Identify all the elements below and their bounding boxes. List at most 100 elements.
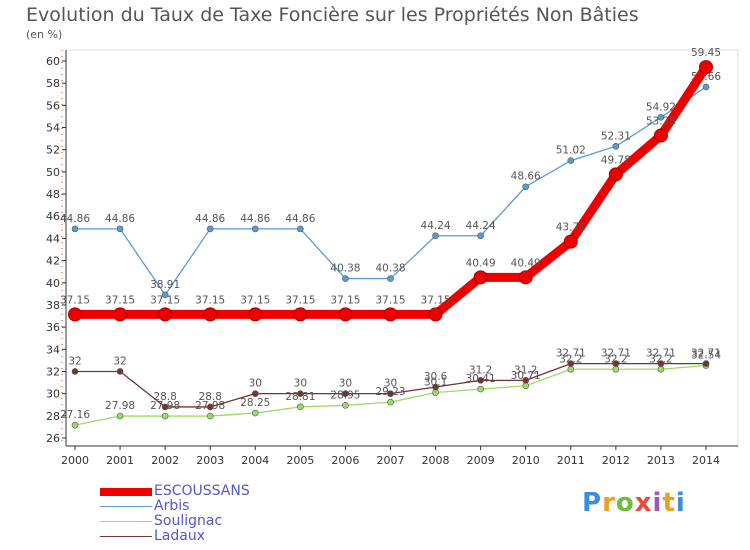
data-label-arbis: 44.24 — [466, 220, 496, 232]
data-label-arbis: 38.91 — [150, 279, 180, 291]
data-label-ladaux: 31.2 — [469, 364, 492, 376]
data-point-escoussans — [473, 270, 488, 285]
data-point-arbis — [251, 225, 259, 233]
data-label-soulignac: 28.25 — [240, 397, 270, 409]
data-point-escoussans — [699, 60, 713, 75]
data-label-arbis: 40.38 — [330, 263, 360, 275]
data-label-escoussans: 37.15 — [105, 294, 135, 306]
data-point-ladaux — [657, 360, 665, 367]
data-label-soulignac: 30.71 — [511, 370, 541, 382]
data-label-soulignac: 32.2 — [649, 353, 672, 365]
data-point-ladaux — [342, 390, 349, 397]
data-point-ladaux — [702, 360, 710, 367]
logo-letter: i — [675, 488, 686, 518]
data-label-ladaux: 32.71 — [646, 348, 676, 360]
x-tick-label: 2003 — [196, 454, 224, 467]
data-point-ladaux — [612, 360, 620, 367]
data-point-soulignac — [387, 398, 394, 406]
data-label-arbis: 48.66 — [511, 171, 541, 183]
data-point-ladaux — [477, 377, 484, 384]
data-label-arbis: 44.86 — [240, 213, 270, 225]
data-point-arbis — [522, 183, 530, 191]
data-label-ladaux: 28.8 — [153, 391, 176, 403]
data-point-arbis — [206, 225, 214, 233]
data-point-soulignac — [206, 412, 214, 420]
legend-label-escoussans: ESCOUSSANS — [154, 483, 250, 499]
y-tick-label: 28 — [46, 410, 60, 423]
data-label-arbis: 44.86 — [60, 213, 90, 225]
data-label-escoussans: 53.28 — [646, 116, 676, 128]
y-tick-label: 42 — [46, 255, 60, 268]
data-point-escoussans — [113, 307, 128, 322]
data-point-escoussans — [68, 307, 82, 322]
data-point-arbis — [297, 225, 304, 233]
y-tick-label: 44 — [46, 232, 60, 245]
data-label-ladaux: 32 — [68, 355, 81, 367]
y-tick-label: 50 — [46, 166, 60, 179]
legend-swatch-soulignac — [100, 521, 152, 522]
data-label-ladaux: 32.71 — [556, 348, 586, 360]
data-point-ladaux — [206, 403, 214, 411]
y-tick-label: 46 — [46, 210, 60, 223]
data-label-escoussans: 40.49 — [466, 257, 496, 269]
data-label-escoussans: 37.15 — [195, 294, 225, 306]
data-label-ladaux: 32.71 — [691, 348, 721, 360]
data-point-soulignac — [161, 412, 169, 420]
data-label-escoussans: 37.15 — [60, 294, 90, 306]
proxiti-logo: Proxiti — [582, 488, 686, 518]
data-point-escoussans — [158, 307, 173, 322]
data-label-soulignac: 32.2 — [559, 353, 582, 365]
x-tick-label: 2014 — [692, 454, 720, 467]
data-label-ladaux: 28.8 — [199, 391, 222, 403]
data-label-arbis: 44.86 — [285, 213, 315, 225]
x-tick-label: 2006 — [331, 454, 359, 467]
data-point-escoussans — [293, 307, 308, 322]
y-tick-label: 52 — [46, 144, 60, 157]
data-label-escoussans: 37.15 — [421, 294, 451, 306]
data-label-soulignac: 32.54 — [691, 349, 721, 361]
x-tick-label: 2002 — [151, 454, 179, 467]
legend-swatch-escoussans — [100, 488, 152, 496]
data-label-arbis: 44.86 — [105, 213, 135, 225]
legend: ESCOUSSANS Arbis Soulignac Ladaux — [100, 483, 340, 544]
x-tick-label: 2001 — [106, 454, 134, 467]
data-label-ladaux: 31.2 — [514, 364, 537, 376]
data-point-ladaux — [116, 368, 124, 375]
data-point-soulignac — [612, 365, 620, 373]
data-point-escoussans — [563, 234, 578, 249]
y-tick-label: 26 — [46, 432, 60, 445]
data-point-ladaux — [522, 377, 530, 384]
data-point-arbis — [612, 142, 620, 150]
data-point-arbis — [116, 225, 124, 233]
data-label-arbis: 44.24 — [421, 220, 451, 232]
data-point-ladaux — [251, 390, 259, 397]
x-tick-label: 2013 — [647, 454, 675, 467]
data-point-soulignac — [71, 421, 79, 429]
data-label-ladaux: 32 — [113, 355, 126, 367]
chart-subtitle: (en %) — [26, 28, 63, 41]
data-point-ladaux — [432, 383, 439, 391]
y-tick-label: 58 — [46, 77, 60, 90]
y-tick-label: 36 — [46, 321, 60, 334]
data-point-soulignac — [297, 403, 304, 411]
data-label-soulignac: 32.2 — [604, 353, 627, 365]
data-point-escoussans — [203, 307, 218, 322]
legend-item-soulignac: Soulignac — [100, 513, 340, 529]
logo-letter: r — [602, 488, 616, 518]
x-tick-label: 2008 — [422, 454, 450, 467]
data-label-soulignac: 27.16 — [60, 409, 90, 421]
logo-letter: x — [634, 488, 653, 518]
data-point-arbis — [702, 83, 710, 91]
data-point-escoussans — [518, 270, 533, 285]
y-tick-label: 48 — [46, 188, 60, 201]
legend-swatch-arbis — [100, 506, 152, 507]
y-tick-label: 40 — [46, 277, 60, 290]
data-label-escoussans: 40.49 — [511, 257, 541, 269]
chart-title: Evolution du Taux de Taxe Foncière sur l… — [26, 4, 639, 26]
y-tick-label: 30 — [46, 388, 60, 401]
data-label-arbis: 52.31 — [601, 130, 631, 142]
data-point-arbis — [342, 275, 349, 282]
data-label-ladaux: 30 — [384, 378, 397, 390]
data-label-arbis: 54.92 — [646, 101, 676, 113]
